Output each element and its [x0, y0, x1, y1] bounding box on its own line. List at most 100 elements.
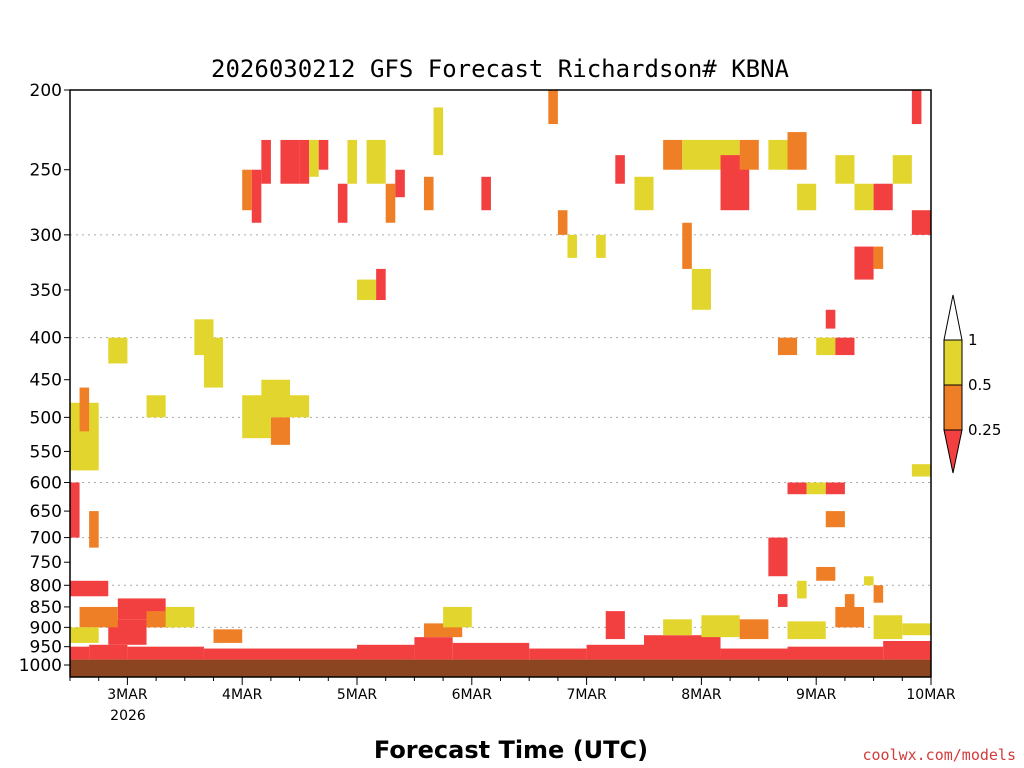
ri-cell-47: [280, 139, 300, 184]
ri-cell-82: [691, 268, 711, 310]
ri-cell-36: [108, 337, 128, 364]
ri-cell-28: [787, 621, 826, 640]
ri-cell-80: [911, 210, 931, 235]
ri-cell-93: [768, 537, 788, 577]
ri-cell-23: [443, 606, 472, 628]
ri-cell-20: [165, 606, 195, 628]
ri-cell-29: [835, 606, 865, 628]
chart-title: 2026030212 GFS Forecast Richardson# KBNA: [211, 55, 790, 83]
ri-cell-44: [242, 169, 252, 211]
ri-cell-81: [682, 222, 692, 269]
x-year-label: 2026: [110, 708, 146, 724]
ri-cell-0: [70, 659, 931, 677]
ri-cell-10: [644, 635, 721, 660]
y-tick-label-200: 200: [30, 81, 62, 101]
y-tick-label-850: 850: [30, 598, 62, 618]
ri-cell-42: [270, 417, 291, 445]
ri-cell-94: [777, 594, 788, 607]
ri-cell-39: [203, 337, 224, 388]
x-tick-label-8MAR: 8MAR: [681, 687, 722, 703]
x-tick-label-4MAR: 4MAR: [222, 687, 263, 703]
y-tick-label-300: 300: [30, 226, 62, 246]
x-tick-label-7MAR: 7MAR: [566, 687, 607, 703]
ri-cell-100: [911, 464, 931, 477]
ri-cell-49: [309, 139, 319, 177]
ri-cell-66: [634, 176, 654, 211]
y-tick-label-350: 350: [30, 281, 62, 301]
x-tick-label-9MAR: 9MAR: [796, 687, 837, 703]
ri-cell-2: [89, 644, 128, 660]
ri-cell-48: [299, 139, 310, 184]
ri-cell-84: [873, 246, 884, 269]
ri-cell-33: [89, 511, 99, 548]
ri-cell-50: [318, 139, 329, 170]
ri-cell-18: [79, 606, 118, 628]
y-tick-label-600: 600: [30, 473, 62, 493]
ri-cell-45: [251, 169, 262, 223]
ri-cell-90: [806, 482, 826, 495]
ri-cell-74: [797, 183, 817, 211]
ri-cell-85: [825, 309, 836, 329]
ri-cell-8: [529, 648, 587, 660]
ri-cell-19: [70, 627, 99, 643]
ri-cell-86: [816, 337, 836, 356]
colorbar-legend: 1 0.5 0.25: [943, 294, 1001, 474]
legend-arrow-bottom: [943, 429, 963, 474]
y-tick-label-750: 750: [30, 553, 62, 573]
ri-cell-24: [605, 611, 625, 640]
ri-cell-25: [663, 619, 692, 636]
ri-cell-26: [701, 615, 740, 638]
y-tick-label-900: 900: [30, 618, 62, 638]
ri-cell-75: [835, 155, 855, 184]
legend-label-2: 0.25: [968, 421, 1001, 439]
x-axis-ticks: 3MAR 4MAR 5MAR 6MAR 7MAR 8MAR 9MAR 10MAR: [69, 677, 956, 703]
ri-cell-79: [911, 90, 922, 125]
ri-cell-51: [337, 183, 348, 223]
ri-cell-30: [873, 615, 903, 640]
x-tick-label-6MAR: 6MAR: [452, 687, 493, 703]
x-tick-label-10MAR: 10MAR: [906, 687, 955, 703]
y-tick-label-550: 550: [30, 442, 62, 462]
y-tick-label-700: 700: [30, 529, 62, 549]
x-tick-label-3MAR: 3MAR: [107, 687, 148, 703]
ri-cell-64: [596, 234, 606, 258]
ri-cell-63: [567, 234, 578, 258]
legend-swatch-mid: [943, 384, 963, 431]
ri-cell-13: [883, 640, 931, 660]
ri-cell-4: [203, 648, 357, 660]
y-tick-label-450: 450: [30, 371, 62, 391]
y-tick-label-250: 250: [30, 161, 62, 181]
ri-cell-83: [854, 246, 874, 280]
legend-swatch-high: [943, 339, 963, 386]
ri-cell-78: [892, 155, 912, 184]
y-tick-label-1000: 1000: [19, 656, 62, 676]
legend-label-1: 0.5: [968, 376, 992, 394]
ri-cell-35: [79, 387, 90, 432]
ri-cell-88: [777, 337, 798, 356]
ri-cell-31: [902, 623, 931, 636]
legend-arrow-top: [943, 294, 963, 341]
ri-cell-62: [557, 210, 568, 235]
y-tick-label-650: 650: [30, 502, 62, 522]
ri-cell-59: [433, 107, 444, 156]
ri-cell-77: [873, 183, 893, 211]
ri-cell-56: [385, 183, 396, 223]
ri-cell-65: [615, 155, 625, 184]
ri-cell-98: [864, 576, 874, 586]
ri-cell-92: [825, 511, 845, 528]
ri-cell-46: [261, 139, 271, 184]
ri-cell-27: [739, 619, 769, 640]
ri-cell-12: [787, 646, 884, 660]
ri-cell-43: [290, 395, 310, 418]
ri-cell-91: [825, 482, 845, 495]
ri-cell-72: [768, 139, 788, 170]
ri-cell-57: [395, 169, 405, 198]
ri-cell-76: [854, 183, 874, 211]
legend-label-0: 1: [968, 331, 978, 349]
ri-cell-73: [787, 132, 807, 170]
ri-cell-60: [481, 176, 491, 211]
y-tick-label-400: 400: [30, 329, 62, 349]
ri-cell-7: [452, 642, 530, 660]
ri-cell-54: [357, 279, 377, 300]
y-tick-label-500: 500: [30, 408, 62, 428]
